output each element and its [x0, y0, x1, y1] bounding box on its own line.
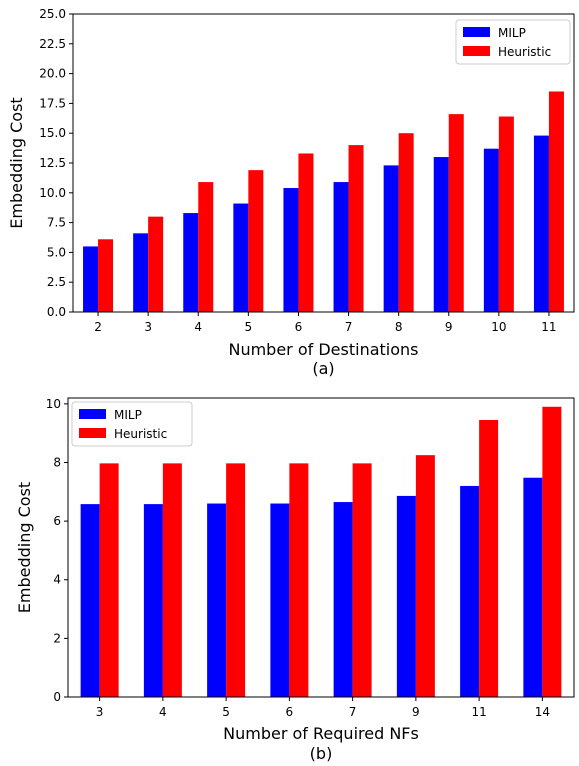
- bar-milp-2: [83, 246, 99, 312]
- y-tick-label: 10: [46, 397, 61, 411]
- bar-heuristic-3: [99, 463, 119, 697]
- legend-swatch-heuristic: [463, 46, 490, 56]
- bar-milp-3: [80, 504, 100, 697]
- legend-swatch-milp: [463, 27, 490, 37]
- bar-heuristic-10: [498, 116, 514, 313]
- bar-milp-11: [460, 485, 480, 697]
- y-tick-label: 0.0: [47, 305, 66, 319]
- y-tick-label: 6: [53, 514, 61, 528]
- chart-a: 2 3 4 5 6 7 8 9 10 11 0.0 2.5 5.0 7.5 10.0 12.5 15.0 17.5…: [7, 7, 575, 378]
- x-tick-label: 6: [295, 320, 303, 334]
- y-tick-label: 22.5: [39, 37, 66, 51]
- y-tick-label: 4: [53, 573, 61, 587]
- bar-milp-4: [143, 504, 163, 697]
- y-tick-label: 8: [53, 455, 61, 469]
- x-tick-label: 3: [144, 320, 152, 334]
- y-tick-label: 5.0: [47, 245, 66, 259]
- bar-milp-9: [433, 157, 449, 312]
- bar-milp-7: [333, 502, 353, 697]
- x-tick-label: 5: [222, 705, 230, 719]
- bar-milp-5: [233, 203, 249, 312]
- x-tick-label: 4: [159, 705, 167, 719]
- chart-b: 3 4 5 6 7 9 11 14 0 2 4 6 8 10 Number of Required NFs(…: [15, 397, 575, 763]
- x-axis-label: Number of Required NFs: [223, 724, 419, 743]
- bar-milp-3: [133, 233, 149, 312]
- chart-caption: (a): [312, 359, 334, 378]
- x-tick-label: 11: [471, 705, 486, 719]
- x-tick-label: 9: [445, 320, 453, 334]
- x-axis-label: Number of Destinations: [228, 340, 418, 359]
- legend-swatch-milp: [79, 409, 106, 419]
- bar-milp-8: [383, 165, 399, 312]
- bar-milp-4: [183, 213, 199, 312]
- bar-heuristic-9: [448, 114, 464, 313]
- plot-frame: [67, 397, 575, 698]
- y-tick-label: 25.0: [39, 7, 66, 21]
- bar-heuristic-4: [198, 182, 214, 312]
- y-tick-label: 2: [53, 631, 61, 645]
- x-tick-label: 11: [541, 320, 556, 334]
- y-tick-label: 15.0: [39, 126, 66, 140]
- bar-milp-7: [333, 182, 349, 312]
- bar-milp-9: [396, 495, 416, 697]
- chart-caption: (b): [310, 744, 333, 763]
- bar-heuristic-7: [348, 145, 364, 312]
- bar-heuristic-5: [226, 463, 246, 697]
- y-tick-label: 17.5: [39, 96, 66, 110]
- x-tick-label: 7: [345, 320, 353, 334]
- legend-label-milp: MILP: [498, 26, 526, 40]
- x-tick-label: 14: [535, 705, 550, 719]
- y-tick-label: 12.5: [39, 156, 66, 170]
- bar-heuristic-6: [298, 153, 314, 312]
- y-tick-label: 0: [53, 690, 61, 704]
- bar-heuristic-11: [548, 91, 564, 312]
- y-tick-label: 20.0: [39, 67, 66, 81]
- y-axis-label: Embedding Cost: [15, 482, 34, 613]
- bar-heuristic-14: [542, 406, 562, 697]
- bar-milp-11: [533, 135, 549, 312]
- x-tick-label: 4: [194, 320, 202, 334]
- x-tick-label: 2: [94, 320, 102, 334]
- bar-milp-10: [483, 148, 499, 312]
- bar-heuristic-2: [98, 239, 114, 312]
- bar-heuristic-4: [162, 463, 182, 697]
- x-tick-label: 8: [395, 320, 403, 334]
- y-tick-label: 10.0: [39, 186, 66, 200]
- bar-milp-6: [270, 503, 290, 697]
- bar-milp-5: [207, 503, 227, 697]
- x-tick-label: 9: [412, 705, 420, 719]
- legend-swatch-heuristic: [79, 428, 106, 438]
- bar-milp-6: [283, 188, 299, 312]
- legend-label-heuristic: Heuristic: [498, 45, 551, 59]
- bar-heuristic-5: [248, 170, 264, 312]
- bar-heuristic-9: [415, 455, 435, 697]
- bar-heuristic-6: [289, 463, 309, 697]
- bar-milp-14: [523, 477, 543, 697]
- x-tick-label: 3: [96, 705, 104, 719]
- x-tick-label: 7: [349, 705, 357, 719]
- bar-heuristic-7: [352, 463, 372, 697]
- legend-label-milp: MILP: [114, 408, 142, 422]
- x-tick-label: 6: [286, 705, 294, 719]
- legend-label-heuristic: Heuristic: [114, 427, 167, 441]
- bar-heuristic-3: [148, 216, 164, 312]
- y-axis-label: Embedding Cost: [7, 97, 26, 228]
- y-tick-label: 2.5: [47, 275, 66, 289]
- x-tick-label: 5: [245, 320, 253, 334]
- bar-heuristic-8: [398, 133, 414, 312]
- bar-heuristic-11: [479, 419, 499, 697]
- y-tick-label: 7.5: [47, 216, 66, 230]
- x-tick-label: 10: [491, 320, 506, 334]
